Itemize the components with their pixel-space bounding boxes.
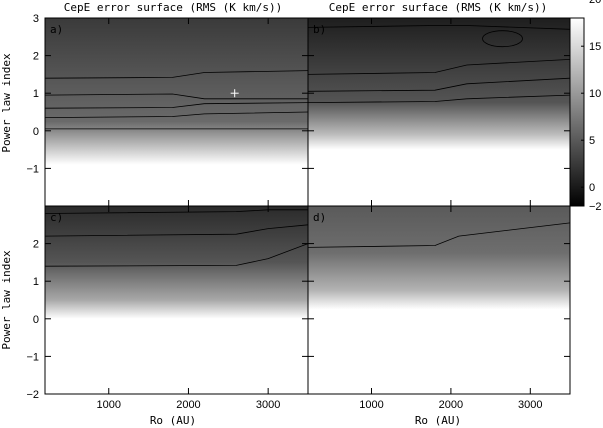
- colorbar-tick-label: 15: [589, 41, 601, 53]
- heatmap-surface: [308, 206, 570, 394]
- x-tick-label: 2000: [176, 399, 200, 411]
- y-tick-label: 2: [33, 51, 39, 63]
- heatmap-surface: [308, 18, 570, 206]
- panel-d: d) 1000 2000 3000: [307, 205, 571, 411]
- y-tick-label: 0: [33, 314, 39, 326]
- panel-label: d): [313, 211, 326, 224]
- colorbar-tick-label: −2: [589, 201, 602, 213]
- contour-line-1: [44, 224, 309, 237]
- contour-line-1: [44, 111, 309, 118]
- y-axis-label-bottom: Power law index: [0, 250, 13, 350]
- y-tick-label: −1: [26, 351, 39, 363]
- colorbar-tick-label: 20: [589, 0, 601, 6]
- x-tick-label: 3000: [256, 399, 280, 411]
- contour-closed: [482, 30, 523, 48]
- contour-line-2: [44, 209, 308, 214]
- panel-a-title: CepE error surface (RMS (K km/s)): [64, 1, 283, 14]
- heatmap-surface: [45, 206, 308, 394]
- x-tick-label: 2000: [439, 399, 463, 411]
- contour-line-0: [307, 222, 571, 248]
- y-axis-label-top: Power law index: [0, 53, 13, 153]
- contour-line-3: [44, 93, 308, 100]
- x-tick-label: 1000: [97, 399, 121, 411]
- contour-line-3: [307, 25, 571, 30]
- y-tick-label: 0: [33, 126, 39, 138]
- y-tick-label: 1: [33, 88, 39, 100]
- y-tick-label: −2: [26, 389, 39, 401]
- y-tick-label: 2: [33, 239, 39, 251]
- y-tick-label: 3: [33, 13, 39, 25]
- colorbar-ramp: [569, 17, 585, 207]
- panel-b: b): [307, 17, 571, 207]
- panel-a: a) −1 0 1 2 3: [26, 13, 309, 207]
- panel-c: c) 1000 2000 3000 −2 −1 0 1 2: [26, 205, 309, 411]
- contour-line-0: [44, 243, 309, 267]
- panel-label: a): [50, 23, 63, 36]
- contour-line-1: [307, 77, 571, 92]
- x-tick-label: 1000: [359, 399, 383, 411]
- panel-label: c): [50, 211, 63, 224]
- colorbar-tick-label: 0: [589, 182, 595, 194]
- x-axis-label-left: Ro (AU): [150, 414, 196, 427]
- y-tick-label: 1: [33, 276, 39, 288]
- x-tick-label: 3000: [518, 399, 542, 411]
- panel-frame: [307, 205, 571, 395]
- colorbar: −2 0 5 10 15 20: [569, 0, 602, 213]
- x-axis-label-right: Ro (AU): [415, 414, 461, 427]
- y-tick-label: −1: [26, 163, 39, 175]
- colorbar-tick-label: 10: [589, 88, 601, 100]
- contour-line-4: [44, 70, 309, 79]
- heatmap-surface: [45, 18, 308, 206]
- contour-line-0: [307, 94, 571, 103]
- contour-line-2: [44, 102, 309, 109]
- panel-label: b): [313, 23, 326, 36]
- panel-b-title: CepE error surface (RMS (K km/s)): [329, 1, 548, 14]
- contour-line-2: [307, 59, 571, 75]
- colorbar-tick-label: 5: [589, 135, 595, 147]
